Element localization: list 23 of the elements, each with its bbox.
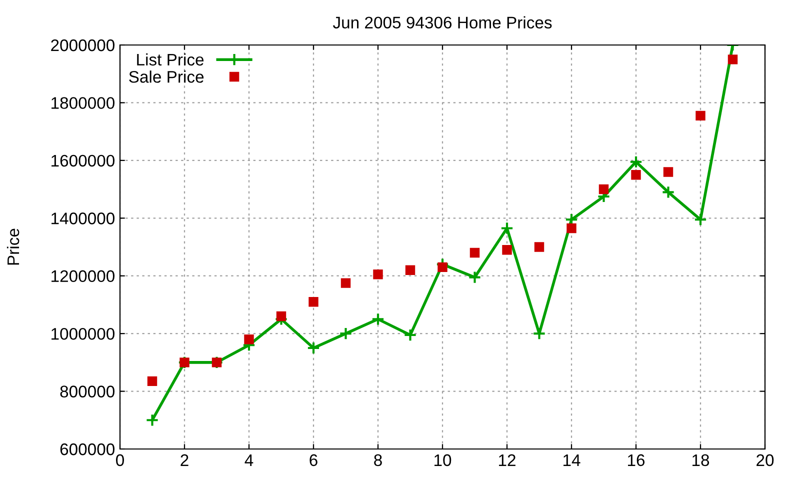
y-tick-label: 1200000 (52, 270, 114, 282)
y-tick-label: 800000 (60, 386, 114, 398)
x-tick-label: 18 (692, 454, 710, 466)
x-tick-label: 0 (116, 454, 124, 466)
x-tick-label: 2 (180, 454, 188, 466)
x-tick-label: 16 (628, 454, 645, 466)
x-tick-label: 8 (374, 454, 382, 466)
x-tick-label: 12 (499, 454, 516, 466)
x-tick-label: 20 (756, 454, 774, 466)
y-tick-label: 2000000 (51, 39, 114, 52)
legend-label: Sale Price (129, 70, 204, 83)
x-tick-label: 10 (434, 454, 452, 466)
y-tick-label: 1800000 (52, 97, 114, 109)
y-tick-label: 600000 (60, 443, 114, 456)
y-axis-title: Price (6, 228, 20, 265)
y-tick-label: 1600000 (52, 154, 114, 167)
x-tick-label: 4 (244, 454, 254, 466)
x-tick-label: 14 (564, 454, 580, 466)
y-tick-label: 1000000 (52, 328, 114, 340)
legend-label: List Price (137, 53, 204, 66)
x-tick-label: 6 (310, 454, 318, 466)
chart-title: Jun 2005 94306 Home Prices (332, 16, 552, 28)
y-tick-label: 1400000 (52, 212, 114, 224)
